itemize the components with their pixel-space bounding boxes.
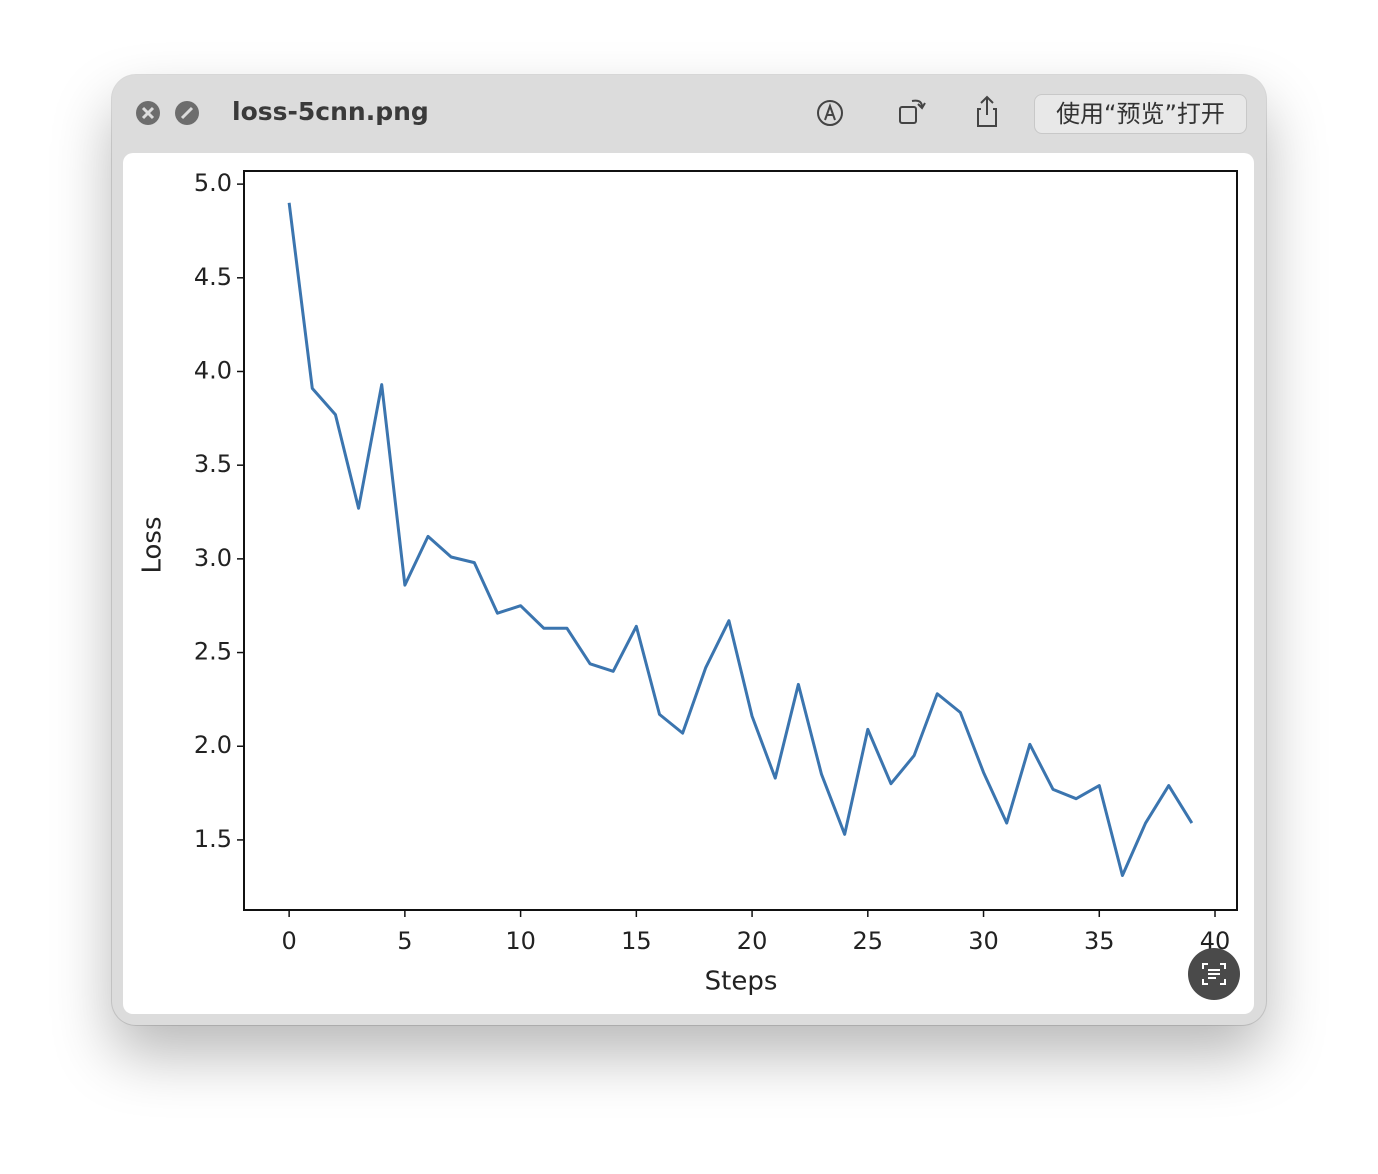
live-text-button[interactable]	[1187, 947, 1241, 1001]
chart: Steps Loss 1.5 2.0 2.5 3.0 3.5 4.0 4.5 5.0 0 5 10 1…	[138, 169, 1238, 997]
markup-button[interactable]	[817, 100, 843, 126]
y-tick-label: 2.5	[194, 638, 232, 666]
x-tick-label: 10	[505, 927, 536, 955]
y-tick-label: 2.0	[194, 731, 232, 759]
y-tick-label: 5.0	[194, 169, 232, 197]
x-tick-label: 35	[1084, 927, 1115, 955]
preview-content: Steps Loss 1.5 2.0 2.5 3.0 3.5 4.0 4.5 5.0 0 5 10 1…	[123, 153, 1254, 1014]
y-tick-label: 4.0	[194, 356, 232, 384]
y-tick-label: 3.0	[194, 544, 232, 572]
x-tick-label: 20	[737, 927, 768, 955]
rotate-glyph	[911, 99, 926, 110]
x-tick-label: 0	[281, 927, 296, 955]
x-tick-label: 25	[853, 927, 884, 955]
open-with-preview-button[interactable]: 使用“预览”打开	[1034, 94, 1247, 134]
quicklook-window: loss-5cnn.png 使用“预览”打开 Steps Loss 1.5 2.0…	[112, 75, 1266, 1025]
x-tick-label: 30	[968, 927, 999, 955]
plot-frame	[243, 170, 1238, 911]
x-axis-label: Steps	[705, 967, 778, 997]
x-tick-label: 15	[621, 927, 652, 955]
y-tick-label: 4.5	[194, 263, 232, 291]
close-glyph	[141, 106, 155, 120]
toolbar-icons	[136, 95, 997, 127]
share-button[interactable]	[977, 95, 997, 127]
markup-glyph	[824, 103, 836, 121]
y-axis-label: Loss	[138, 516, 168, 573]
x-tick-label: 5	[397, 927, 412, 955]
window-title: loss-5cnn.png	[232, 97, 429, 126]
loss-line	[287, 202, 1194, 878]
y-tick-label: 1.5	[194, 825, 232, 853]
fullscreen-glyph	[180, 106, 194, 120]
y-tick-label: 3.5	[194, 450, 232, 478]
rotate-button[interactable]	[899, 106, 917, 124]
